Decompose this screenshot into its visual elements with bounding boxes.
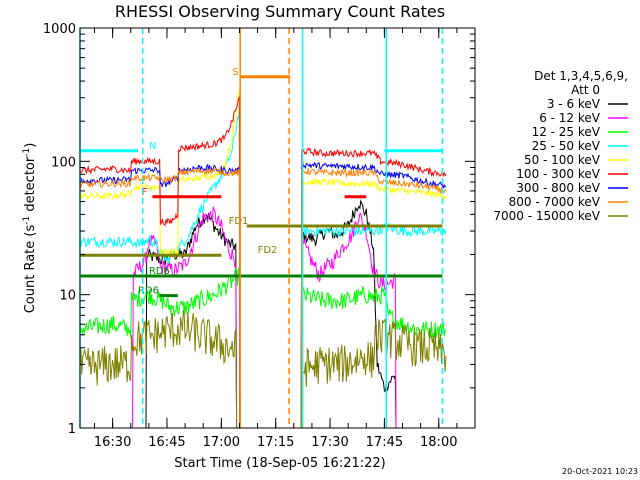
series-line-3 bbox=[80, 105, 447, 428]
attenuator-flags: N S F FD1 FD2 RD6 RD6 bbox=[80, 67, 443, 298]
legend-header-detectors: Det 1,3,4,5,6,9, bbox=[534, 69, 628, 83]
x-tick-label-1: 16:45 bbox=[148, 435, 185, 450]
x-tick-label-4: 17:30 bbox=[311, 435, 348, 450]
series-line-0 bbox=[80, 199, 446, 428]
x-tick-label-2: 17:00 bbox=[203, 435, 240, 450]
legend-label-0: 3 - 6 keV bbox=[547, 97, 601, 111]
series-line-4 bbox=[80, 88, 447, 428]
y-tick-label-3: 1000 bbox=[43, 22, 76, 37]
legend-label-6: 300 - 800 keV bbox=[516, 181, 600, 195]
legend-label-7: 800 - 7000 keV bbox=[509, 195, 601, 209]
legend-label-5: 100 - 300 keV bbox=[516, 167, 600, 181]
plot-frame bbox=[79, 27, 476, 429]
series-line-7 bbox=[80, 166, 447, 428]
series-line-8 bbox=[80, 310, 447, 428]
y-axis-ticks: 1 10 100 1000 bbox=[43, 22, 475, 437]
flag-label-0: N bbox=[149, 141, 156, 152]
timestamp: 20-Oct-2021 10:23 bbox=[562, 467, 638, 476]
y-tick-label-1: 10 bbox=[59, 289, 76, 304]
series-line-2 bbox=[80, 267, 447, 428]
legend-label-4: 50 - 100 keV bbox=[524, 153, 601, 167]
legend-label-8: 7000 - 15000 keV bbox=[493, 209, 600, 223]
x-tick-label-5: 17:45 bbox=[366, 435, 403, 450]
x-tick-label-6: 18:00 bbox=[420, 435, 457, 450]
legend-label-1: 6 - 12 keV bbox=[539, 111, 601, 125]
flag-label-5: RD6 bbox=[149, 266, 170, 277]
y-tick-label-0: 1 bbox=[68, 422, 76, 437]
series-line-5 bbox=[80, 96, 447, 428]
legend-header-attenuator: Att 0 bbox=[571, 83, 600, 97]
legend-label-2: 12 - 25 keV bbox=[532, 125, 601, 139]
flag-label-3: FD1 bbox=[229, 216, 249, 227]
series-line-6 bbox=[80, 161, 447, 428]
series-line-1 bbox=[80, 206, 446, 428]
flag-label-1: S bbox=[232, 67, 238, 78]
flag-label-2: F bbox=[142, 187, 148, 198]
flag-label-4: FD2 bbox=[258, 245, 278, 256]
legend-label-3: 25 - 50 keV bbox=[532, 139, 601, 153]
x-axis-ticks: 16:30 16:45 17:00 17:15 17:30 17:45 18:00 bbox=[94, 28, 457, 450]
chart-title: RHESSI Observing Summary Count Rates bbox=[115, 2, 445, 21]
x-tick-label-3: 17:15 bbox=[257, 435, 294, 450]
x-axis-label: Start Time (18-Sep-05 16:21:22) bbox=[174, 456, 385, 471]
plot-area bbox=[80, 88, 447, 428]
y-tick-label-2: 100 bbox=[51, 155, 76, 170]
y-axis-label: Count Rate (s-1 detector-1) bbox=[22, 143, 38, 314]
x-tick-label-0: 16:30 bbox=[94, 435, 131, 450]
flag-label-6: RD6 bbox=[138, 286, 159, 297]
